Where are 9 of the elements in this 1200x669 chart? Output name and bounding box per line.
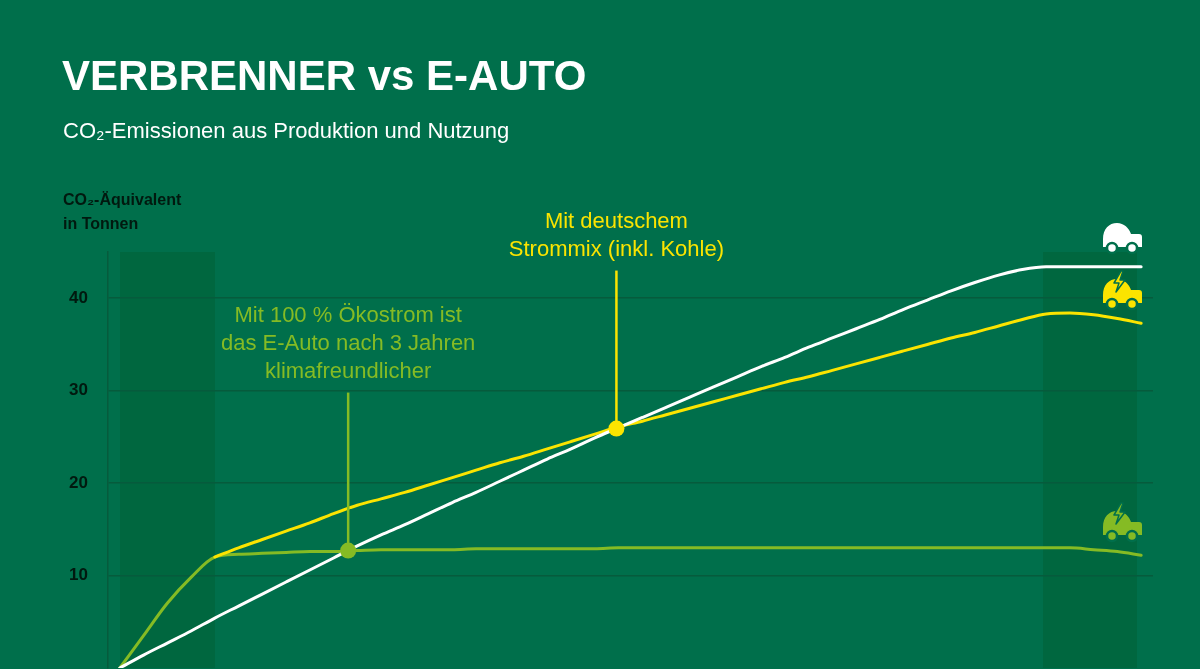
y-tick-label: 30 <box>68 380 88 400</box>
y-tick-label: 40 <box>68 287 88 307</box>
annotation: Mit 100 % Ökostrom ist das E-Auto nach 3 Jahren klimafreundlicher <box>220 300 476 385</box>
chart-title: VERBRENNER vs E-AUTO <box>62 52 587 99</box>
annotation: Mit deutschem Strommix (inkl. Kohle) <box>508 206 724 263</box>
y-tick-label: 20 <box>68 472 88 492</box>
chart-subtitle: CO₂-Emissionen aus Produktion und Nutzung <box>63 118 510 143</box>
y-axis-title: CO₂-Äquivalent in Tonnen <box>63 190 182 234</box>
y-tick-label: 10 <box>68 565 88 585</box>
